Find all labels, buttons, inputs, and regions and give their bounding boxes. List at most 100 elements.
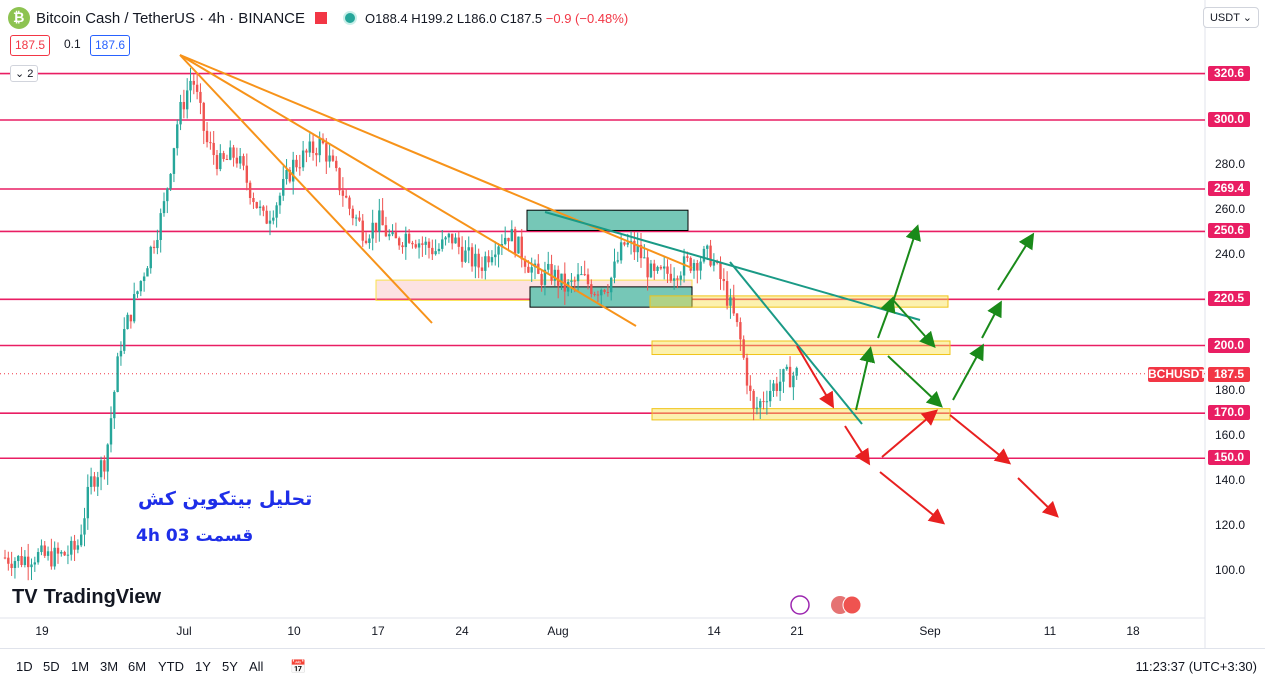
clock[interactable]: 11:23:37 (UTC+3:30) (1135, 659, 1257, 674)
candle-body (348, 197, 351, 209)
x-tick-label: 18 (1126, 624, 1140, 638)
candle-body (328, 155, 331, 162)
candle-body (248, 182, 252, 198)
candle-body (23, 556, 27, 566)
timeframe-5D[interactable]: 5D (43, 659, 60, 674)
candle-body (381, 210, 384, 226)
candle-body (739, 322, 742, 340)
candle-body (692, 263, 696, 271)
layers-toggle[interactable]: ⌄ 2 (10, 65, 39, 82)
flag-icon[interactable] (315, 12, 327, 24)
level-tag: 300.0 (1208, 112, 1250, 127)
candle-body (351, 208, 355, 219)
candle-body (633, 240, 636, 253)
candle-body (749, 385, 752, 391)
timeframe-6M[interactable]: 6M (128, 659, 147, 674)
candle-body (99, 460, 103, 478)
timeframe-1Y[interactable]: 1Y (195, 659, 211, 674)
candle-body (136, 291, 139, 295)
candle-body (282, 179, 285, 196)
tradingview-logo[interactable]: TV TradingView (12, 586, 162, 608)
candle-body (778, 381, 782, 392)
candle-body (467, 247, 470, 251)
candle-body (709, 245, 712, 266)
candle-body (600, 289, 603, 296)
symbol-title[interactable]: Bitcoin Cash / TetherUS · 4h · BINANCE (36, 9, 305, 27)
candle-body (368, 238, 371, 243)
timeframe-All[interactable]: All (249, 659, 264, 674)
candle-body (623, 242, 626, 245)
sell-price-box[interactable]: 187.5 (10, 35, 51, 56)
candle-body (388, 234, 391, 237)
x-tick-label: Aug (547, 624, 569, 638)
candle-body (361, 220, 364, 241)
candle-body (470, 247, 474, 267)
timeframe-3M[interactable]: 3M (100, 659, 119, 674)
bull-arrow (892, 224, 921, 303)
timeframe-YTD[interactable]: YTD (158, 659, 184, 674)
candle-body (126, 314, 129, 330)
candle-body (3, 557, 7, 559)
candle-body (185, 90, 189, 110)
candle-body (725, 281, 729, 306)
x-tick-label: 11 (1043, 624, 1057, 638)
candle-body (229, 147, 232, 160)
level-tag: 250.6 (1208, 223, 1250, 239)
candle-body (464, 250, 467, 262)
timeframe-1M[interactable]: 1M (71, 659, 90, 674)
candle-body (331, 155, 335, 161)
candle-body (255, 202, 258, 209)
x-tick-label: 10 (287, 624, 301, 638)
calendar-icon[interactable]: 📅 (290, 659, 307, 674)
candle-body (712, 261, 716, 266)
timeframe-1D[interactable]: 1D (16, 659, 33, 674)
buy-price-box[interactable]: 187.6 (90, 35, 131, 56)
candle-body (636, 244, 639, 253)
candle-body (262, 206, 265, 211)
spread-value: 0.1 (64, 37, 81, 51)
candle-body (407, 233, 411, 243)
candle-body (782, 369, 785, 382)
candle-body (527, 266, 530, 273)
y-tick-label: 240.0 (1214, 247, 1245, 262)
candle-body (268, 220, 272, 224)
candle-body (540, 273, 543, 285)
candle-body (732, 297, 735, 314)
candle-body (113, 391, 116, 419)
candle-body (487, 256, 490, 263)
candle-body (576, 274, 580, 282)
candle-body (215, 155, 219, 170)
analysis-title: تحلیل بیتکوین کش (138, 488, 313, 510)
candle-body (434, 251, 437, 255)
candle-body (50, 551, 53, 567)
candle-body (686, 256, 689, 258)
candle-body (523, 259, 527, 267)
candle-body (682, 256, 686, 276)
candle-body (46, 551, 50, 556)
candle-body (291, 159, 295, 182)
candle-body (609, 277, 613, 293)
candle-body (755, 407, 759, 409)
teal-trend-2 (729, 261, 863, 425)
candle-body (298, 167, 302, 169)
timeframe-5Y[interactable]: 5Y (222, 659, 238, 674)
candle-body (702, 248, 706, 262)
candle-body (510, 229, 514, 242)
candle-body (325, 143, 328, 162)
x-tick-label: 19 (35, 624, 49, 638)
candle-body (378, 210, 381, 232)
currency-select[interactable]: USDT ⌄ (1202, 7, 1259, 28)
candle-body (454, 237, 457, 244)
chart-header: Bitcoin Cash / TetherUS · 4h · BINANCE O… (0, 0, 1205, 36)
candle-body (106, 444, 109, 472)
bull-arrow (952, 343, 984, 401)
candle-body (543, 269, 547, 285)
candle-body (497, 246, 500, 255)
candle-body (699, 261, 702, 271)
candle-body (424, 241, 427, 245)
candle-body (431, 247, 434, 255)
candle-body (109, 418, 113, 445)
x-tick-label: 24 (455, 624, 469, 638)
candle-body (735, 313, 739, 323)
